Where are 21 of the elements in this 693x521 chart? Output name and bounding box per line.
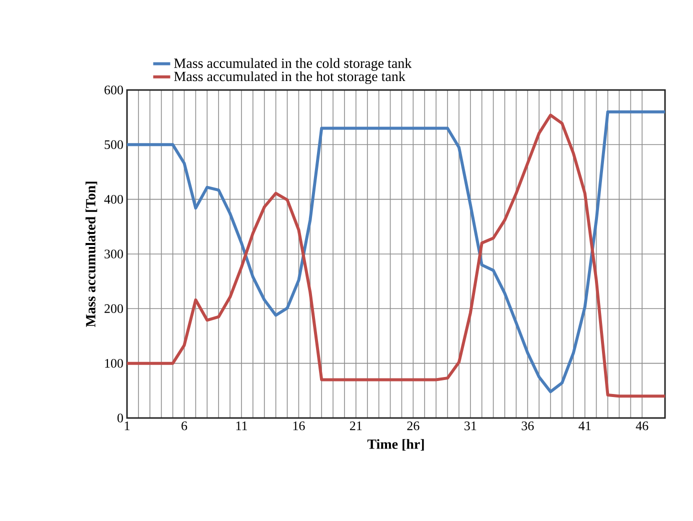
y-tick-label: 600 [104,86,123,94]
x-axis-title: Time [hr] [367,439,424,451]
x-tick-label: 1 [124,422,130,430]
y-tick-label: 300 [104,250,123,258]
x-tick-label: 46 [636,422,648,430]
y-tick-label: 500 [104,140,123,150]
legend-label: Mass accumulated in the cold storage tank [174,58,412,71]
x-tick-label: 16 [293,422,305,430]
y-tick-label: 0 [117,414,123,422]
y-tick-label: 400 [104,194,123,204]
y-tick-label: 200 [104,304,123,314]
x-tick-label: 21 [350,422,362,430]
y-tick-label: 100 [105,358,123,368]
x-tick-label: 41 [578,422,591,430]
legend-label: Mass accumulated in the hot storage tank [174,71,406,84]
x-tick-label: 26 [407,422,420,430]
x-tick-label: 36 [522,422,534,430]
x-tick-label: 11 [236,422,247,430]
y-axis-title: Mass accumulated [Ton] [86,182,98,327]
x-tick-label: 6 [182,422,188,430]
x-tick-label: 31 [464,422,476,430]
